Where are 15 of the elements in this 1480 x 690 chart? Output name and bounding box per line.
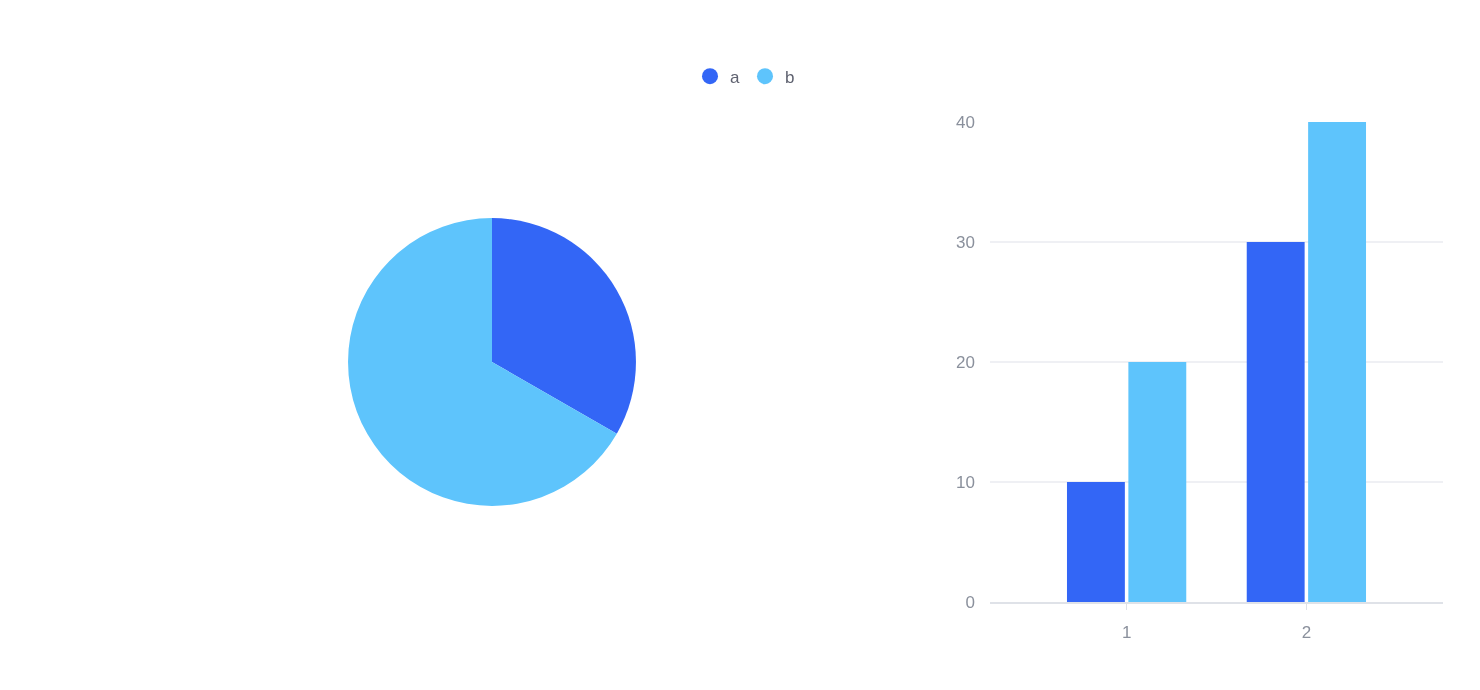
y-tick-label: 40 [956,112,975,132]
x-tick-label: 1 [1121,622,1132,642]
legend-label: a [730,67,740,87]
y-tick-label: 30 [956,232,975,252]
y-tick-label: 20 [956,352,975,372]
y-tick-label: 10 [956,472,975,492]
bar [1246,242,1305,602]
pie-slice [492,218,636,434]
bar [1066,482,1125,602]
pie-slice [348,218,617,506]
y-tick-label: 0 [965,592,975,612]
legend-label: b [785,67,795,87]
bar [1128,362,1187,602]
bar [1308,122,1367,602]
x-tick-label: 2 [1301,622,1312,642]
